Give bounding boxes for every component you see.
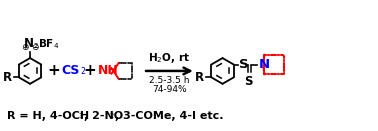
Text: CS: CS — [62, 64, 80, 77]
Text: NH: NH — [98, 64, 118, 77]
Text: ⊖: ⊖ — [31, 43, 39, 52]
Text: N: N — [259, 58, 270, 71]
Text: +: + — [83, 63, 96, 78]
Text: $_2$: $_2$ — [80, 66, 86, 78]
Text: +: + — [48, 63, 60, 78]
Text: , 3-COMe, 4-I etc.: , 3-COMe, 4-I etc. — [115, 111, 224, 121]
Text: H$_2$O, rt: H$_2$O, rt — [149, 51, 191, 65]
Text: R: R — [195, 71, 204, 84]
Text: , 2-NO: , 2-NO — [84, 111, 123, 121]
Text: ⊕: ⊕ — [21, 43, 29, 52]
Text: S: S — [244, 75, 253, 88]
Text: R = H, 4-OCH: R = H, 4-OCH — [7, 111, 89, 121]
Text: $_2$: $_2$ — [109, 111, 115, 121]
Text: N: N — [24, 37, 34, 50]
Text: $_3$: $_3$ — [77, 111, 84, 121]
Text: 74-94%: 74-94% — [152, 85, 187, 94]
Text: R: R — [3, 71, 12, 84]
Text: S: S — [239, 58, 248, 71]
Text: $_2$BF$_4$: $_2$BF$_4$ — [33, 37, 59, 51]
Text: 2.5-3.5 h: 2.5-3.5 h — [149, 76, 190, 85]
